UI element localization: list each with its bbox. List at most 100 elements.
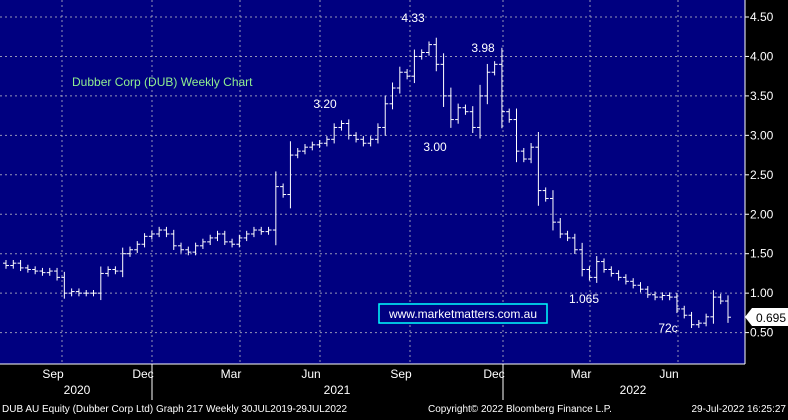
ohlc-bar xyxy=(3,260,9,269)
annotations: 4.33 3.98 3.20 3.00 1.065 72c xyxy=(313,11,677,335)
ohlc-bar xyxy=(214,230,221,242)
price-annotation: 3.00 xyxy=(423,140,447,154)
ohlc-bar xyxy=(557,217,564,239)
y-tick-label: 0.50 xyxy=(750,326,774,340)
ohlc-bar xyxy=(24,264,31,273)
ohlc-bar xyxy=(425,41,432,56)
ohlc-bar xyxy=(462,104,469,115)
ohlc-bar xyxy=(666,292,673,301)
ohlc-bar xyxy=(484,63,491,105)
ohlc-bar xyxy=(673,292,680,314)
x-year-label: 2022 xyxy=(620,383,647,397)
x-month-label: Dec xyxy=(132,367,153,381)
ohlc-bar xyxy=(236,234,243,248)
ohlc-bar xyxy=(90,289,97,297)
ohlc-bar xyxy=(39,267,46,276)
y-tick-label: 1.50 xyxy=(750,247,774,261)
ohlc-bar xyxy=(564,230,571,242)
ohlc-bar xyxy=(411,49,418,84)
ohlc-bar xyxy=(61,271,68,299)
x-month-label: Mar xyxy=(571,367,592,381)
watermark-box xyxy=(378,303,548,324)
ohlc-bar xyxy=(506,108,513,123)
ohlc-bar xyxy=(498,47,505,129)
footer-security-info: DUB AU Equity (Dubber Corp Ltd) Graph 21… xyxy=(2,404,347,415)
y-tick-label: 4.00 xyxy=(750,49,774,63)
ohlc-bar xyxy=(418,49,425,60)
ohlc-bar xyxy=(302,144,309,155)
ohlc-bar xyxy=(207,234,214,246)
price-annotation: 1.065 xyxy=(569,292,599,306)
ohlc-bar xyxy=(622,274,629,285)
x-month-label: Dec xyxy=(483,367,504,381)
y-tick-label: 1.00 xyxy=(750,286,774,300)
ohlc-bar xyxy=(520,147,527,163)
x-month-label: Jun xyxy=(301,367,320,381)
ohlc-bar xyxy=(323,136,330,147)
ohlc-bar xyxy=(440,53,447,107)
ohlc-bar xyxy=(389,82,396,110)
ohlc-bar xyxy=(644,286,651,298)
ohlc-bar xyxy=(265,226,272,235)
ohlc-bar xyxy=(703,313,710,327)
ohlc-bar xyxy=(97,266,104,301)
ohlc-bar xyxy=(447,87,454,128)
ohlc-bar xyxy=(549,190,556,231)
ohlc-bar xyxy=(586,266,593,281)
ohlc-bar xyxy=(367,136,374,147)
ohlc-bar xyxy=(112,266,119,275)
ohlc-bar xyxy=(10,260,17,269)
y-tick-label: 4.50 xyxy=(750,10,774,24)
ohlc-bar xyxy=(593,256,600,283)
ohlc-bar xyxy=(316,140,323,148)
ohlc-bar xyxy=(148,230,155,240)
ohlc-bar xyxy=(46,267,53,276)
x-axis: Sep Dec Mar Jun Sep Dec Mar Jun 2020 2021 2022 xyxy=(0,363,745,400)
x-year-label: 2021 xyxy=(324,383,351,397)
x-month-label: Mar xyxy=(221,367,242,381)
ohlc-bar xyxy=(68,288,75,297)
ohlc-bar xyxy=(725,295,731,323)
watermark-text: www.marketmatters.com.au xyxy=(388,307,537,321)
ohlc-bar xyxy=(163,226,170,238)
ohlc-bar xyxy=(433,37,440,72)
ohlc-bar xyxy=(134,241,141,253)
y-tick-label: 2.50 xyxy=(750,168,774,182)
ohlc-bar xyxy=(717,293,724,305)
ohlc-bar xyxy=(126,246,133,257)
chart-title: Dubber Corp (DUB) Weekly Chart xyxy=(72,75,253,89)
ohlc-bar xyxy=(535,131,542,206)
ohlc-bar xyxy=(608,266,615,277)
y-tick-label: 3.50 xyxy=(750,89,774,103)
ohlc-bar xyxy=(17,260,24,272)
x-month-label: Sep xyxy=(390,367,412,381)
ohlc-bar xyxy=(229,238,236,248)
last-price-label: 0.695 xyxy=(756,311,786,325)
price-annotation: 72c xyxy=(658,321,677,335)
ohlc-bar xyxy=(353,132,360,143)
footer-copyright: Copyright© 2022 Bloomberg Finance L.P. xyxy=(428,404,612,415)
ohlc-bar xyxy=(105,266,112,277)
y-tick-label: 3.00 xyxy=(750,128,774,142)
ohlc-bar xyxy=(695,319,702,328)
ohlc-bar xyxy=(178,242,185,253)
ohlc-bar xyxy=(192,242,199,256)
ohlc-bar xyxy=(32,266,39,275)
ohlc-bar xyxy=(221,230,228,246)
ohlc-bar xyxy=(404,69,411,80)
plot-background xyxy=(0,0,745,364)
ohlc-bar xyxy=(54,267,61,281)
ohlc-bar xyxy=(119,247,126,278)
ohlc-bar xyxy=(75,288,82,297)
ohlc-bar xyxy=(338,120,345,131)
ohlc-bar xyxy=(681,305,688,319)
footer-timestamp: 29-Jul-2022 16:25:27 xyxy=(691,404,786,415)
ohlc-bar xyxy=(83,289,90,297)
ohlc-bar xyxy=(601,258,608,273)
ohlc-bar xyxy=(571,233,578,254)
last-price-tag xyxy=(745,308,788,326)
ohlc-bar xyxy=(309,141,316,151)
ohlc-bar xyxy=(141,233,148,248)
ohlc-bar xyxy=(199,238,206,249)
